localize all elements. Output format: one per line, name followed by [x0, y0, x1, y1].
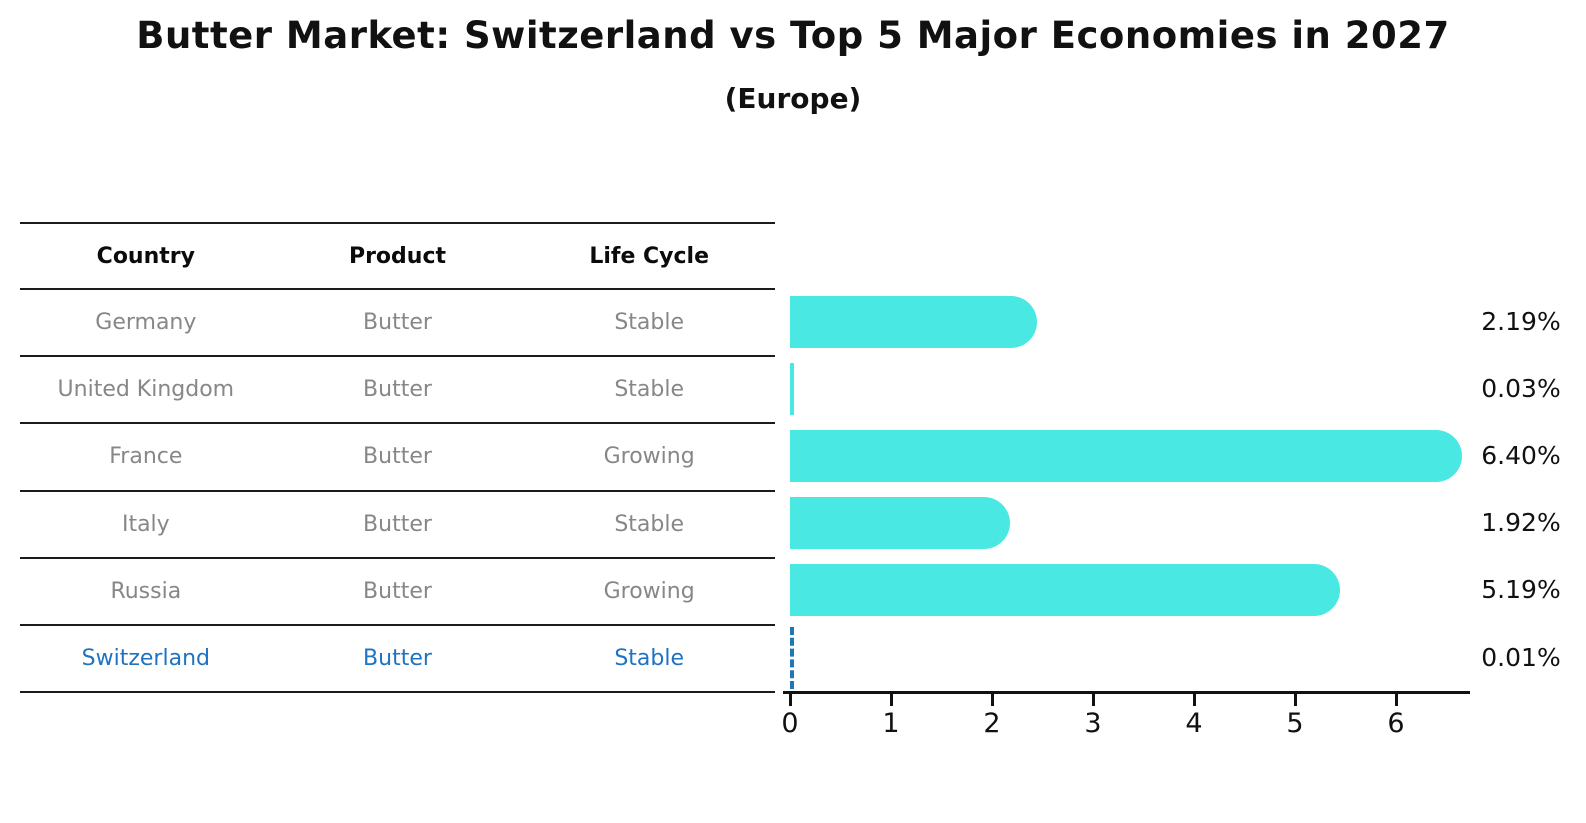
bar-value-label: 1.92% — [1481, 508, 1561, 538]
x-axis-tick — [1395, 694, 1398, 706]
x-axis-tick-label: 5 — [1286, 708, 1304, 739]
table-cell-product: Butter — [363, 377, 432, 403]
table-cell-life-cycle: Stable — [614, 310, 684, 336]
table-cell-life-cycle: Stable — [614, 511, 684, 537]
bar-value-label: 0.03% — [1481, 373, 1561, 403]
table-header-row: Country Product Life Cycle — [20, 222, 775, 288]
table-cell-product: Butter — [363, 578, 432, 604]
table-header-country: Country — [96, 243, 195, 269]
table-cell-product: Butter — [363, 444, 432, 470]
bar — [790, 430, 1463, 482]
chart-subtitle: (Europe) — [724, 82, 862, 115]
table-row: United Kingdom Butter Stable — [20, 355, 775, 422]
table-row: Russia Butter Growing — [20, 556, 775, 624]
table-cell-life-cycle: Growing — [603, 444, 695, 470]
bar-value-label: 6.40% — [1481, 441, 1561, 470]
bar — [790, 362, 794, 415]
x-axis-tick — [890, 694, 893, 706]
x-axis-tick-label: 4 — [1185, 708, 1203, 739]
table-cell-life-cycle: Growing — [603, 578, 695, 604]
x-axis-tick — [1294, 694, 1297, 706]
country-table: Country Product Life Cycle Germany Butter… — [20, 222, 775, 694]
x-axis-tick — [991, 694, 994, 706]
table-cell-country: Russia — [110, 578, 182, 604]
bar — [790, 497, 1010, 550]
x-axis-tick — [1092, 694, 1095, 706]
table-row: Italy Butter Stable — [20, 489, 775, 557]
x-axis-tick-label: 2 — [983, 708, 1001, 739]
bar-highlighted — [790, 626, 794, 689]
table-cell-country: United Kingdom — [57, 377, 235, 403]
bar-value-label: 5.19% — [1481, 575, 1561, 605]
x-axis-tick-label: 0 — [781, 708, 799, 739]
chart-title: Butter Market: Switzerland vs Top 5 Majo… — [136, 14, 1450, 57]
table-cell-product: Butter — [363, 511, 432, 537]
bar — [790, 295, 1038, 348]
x-axis — [783, 691, 1470, 694]
table-cell-country: Italy — [121, 511, 170, 537]
table-header-lifecycle: Life Cycle — [589, 243, 710, 269]
table-cell-country: France — [109, 444, 183, 470]
table-row: Switzerland Butter Stable — [20, 623, 775, 694]
bar-value-label: 2.19% — [1481, 306, 1561, 336]
table-cell-product: Butter — [363, 310, 432, 336]
x-axis-tick-label: 6 — [1387, 708, 1405, 739]
table-header-product: Product — [348, 243, 447, 269]
table-cell-life-cycle: Stable — [614, 646, 684, 672]
table-cell-country: Switzerland — [81, 646, 210, 672]
table-row: France Butter Growing — [20, 422, 775, 489]
table-cell-life-cycle: Stable — [614, 377, 684, 403]
x-axis-tick — [789, 694, 792, 706]
table-row: Germany Butter Stable — [20, 288, 775, 355]
bar — [790, 564, 1341, 617]
table-cell-country: Germany — [95, 310, 197, 336]
table-cell-product: Butter — [363, 646, 432, 672]
bar-value-label: 0.01% — [1481, 642, 1561, 672]
x-axis-tick — [1193, 694, 1196, 706]
x-axis-tick-label: 1 — [882, 708, 900, 739]
x-axis-tick-label: 3 — [1084, 708, 1102, 739]
